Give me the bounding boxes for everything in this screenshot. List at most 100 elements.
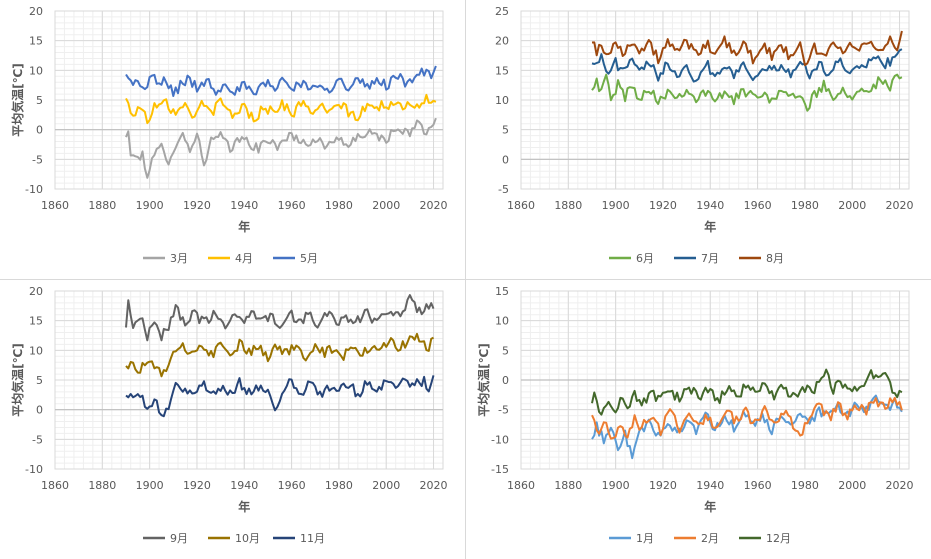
chart-panel-jun-aug: -5 0 5 10 15 20 25 1860 1880 1900 1920 1940 1960 1980… <box>466 0 931 279</box>
series-line-2月 <box>591 396 903 440</box>
x-tick-label: 1860 <box>507 479 535 492</box>
y-tick-label: -5 <box>32 433 43 446</box>
legend-label: 8月 <box>766 252 784 265</box>
x-axis-label: 年 <box>704 219 716 234</box>
x-tick-label: 1860 <box>41 479 69 492</box>
plot-border <box>520 10 910 190</box>
x-tick-label: 2020 <box>886 199 914 212</box>
y-tick-label: -5 <box>498 183 509 196</box>
x-tick-label: 1940 <box>230 199 258 212</box>
y-axis-label: 平均気温[℃] <box>476 343 491 417</box>
x-axis-label: 年 <box>238 499 250 514</box>
y-tick-label: -15 <box>491 463 509 476</box>
x-tick-label: 1900 <box>136 199 164 212</box>
y-tick-label: 5 <box>502 344 509 357</box>
x-tick-label: 1980 <box>791 199 819 212</box>
series-line-11月 <box>125 375 435 418</box>
x-tick-label: 1920 <box>649 479 677 492</box>
y-tick-label: 15 <box>495 64 509 77</box>
y-tick-label: 25 <box>495 5 509 18</box>
x-tick-label: 2000 <box>372 199 400 212</box>
x-tick-label: 1980 <box>791 479 819 492</box>
legend-label: 11月 <box>300 532 325 545</box>
chart-svg: -10 -5 0 5 10 15 20 1860 1880 1900 1920 1940 1960 198… <box>10 285 448 545</box>
series-line-1月 <box>591 394 903 460</box>
y-tick-label: 0 <box>502 374 509 387</box>
legend-label: 10月 <box>235 532 260 545</box>
x-tick-label: 1900 <box>602 199 630 212</box>
y-axis-label: 平均気温[℃] <box>10 343 25 417</box>
y-tick-label: 20 <box>29 285 43 298</box>
legend: 9月 10月 11月 <box>143 532 325 545</box>
x-tick-label: 1860 <box>507 199 535 212</box>
y-tick-label: 15 <box>29 315 43 328</box>
y-tick-label: 5 <box>36 374 43 387</box>
x-tick-label: 1880 <box>88 199 116 212</box>
plot-border <box>54 290 444 470</box>
y-tick-label: 10 <box>495 315 509 328</box>
legend-label: 6月 <box>636 252 654 265</box>
x-tick-label: 1980 <box>325 199 353 212</box>
y-tick-label: 15 <box>29 35 43 48</box>
legend-label: 5月 <box>300 252 318 265</box>
legend-label: 1月 <box>636 532 654 545</box>
series-line-8月 <box>591 30 903 67</box>
legend: 3月 4月 5月 <box>143 252 318 265</box>
y-tick-label: 10 <box>495 94 509 107</box>
legend-label: 2月 <box>701 532 719 545</box>
y-tick-label: -5 <box>498 404 509 417</box>
major-grid <box>54 10 443 190</box>
x-tick-label: 1940 <box>696 199 724 212</box>
series-line-7月 <box>591 48 903 83</box>
y-tick-label: 5 <box>502 124 509 137</box>
plot-border <box>54 10 444 190</box>
series-line-10月 <box>125 332 434 378</box>
y-tick-label: -5 <box>32 153 43 166</box>
x-tick-label: 2020 <box>886 479 914 492</box>
legend-label: 9月 <box>170 532 188 545</box>
legend-label: 12月 <box>766 532 791 545</box>
x-tick-label: 1900 <box>602 479 630 492</box>
series-line-5月 <box>125 65 437 97</box>
x-tick-label: 1880 <box>554 479 582 492</box>
legend: 1月 2月 12月 <box>609 532 791 545</box>
x-tick-label: 1980 <box>325 479 353 492</box>
x-tick-label: 2020 <box>420 199 448 212</box>
chart-panel-mar-may: -10 -5 0 5 10 15 20 1860 1880 1900 1920 1940 1960 198… <box>0 0 465 279</box>
x-tick-label: 1940 <box>230 479 258 492</box>
x-tick-label: 1920 <box>183 479 211 492</box>
y-axis-label: 平均気温[℃] <box>10 63 25 137</box>
y-tick-label: -10 <box>25 183 43 196</box>
x-tick-label: 1880 <box>88 479 116 492</box>
series-line-3月 <box>125 117 437 179</box>
x-tick-label: 1900 <box>136 479 164 492</box>
x-tick-label: 2000 <box>838 199 866 212</box>
x-tick-label: 2000 <box>372 479 400 492</box>
x-tick-label: 1920 <box>183 199 211 212</box>
series-line-6月 <box>591 73 903 112</box>
x-tick-label: 2000 <box>838 479 866 492</box>
y-tick-label: 20 <box>495 35 509 48</box>
x-tick-label: 2020 <box>420 479 448 492</box>
y-tick-label: -10 <box>25 463 43 476</box>
y-tick-label: 0 <box>36 404 43 417</box>
legend-label: 7月 <box>701 252 719 265</box>
y-tick-label: 5 <box>36 94 43 107</box>
x-axis-label: 年 <box>704 499 716 514</box>
series-line-12月 <box>591 368 903 416</box>
legend: 6月 7月 8月 <box>609 252 784 265</box>
y-tick-label: -10 <box>491 433 509 446</box>
x-tick-label: 1960 <box>278 479 306 492</box>
chart-svg: -15 -10 -5 0 5 10 15 1860 1880 1900 1920 1940 1960 19… <box>476 285 914 545</box>
chart-panel-dec-feb: -15 -10 -5 0 5 10 15 1860 1880 1900 1920 1940 1960 19… <box>466 280 931 559</box>
legend-label: 3月 <box>170 252 188 265</box>
x-axis-label: 年 <box>238 219 250 234</box>
y-tick-label: 10 <box>29 64 43 77</box>
x-tick-label: 1860 <box>41 199 69 212</box>
x-tick-label: 1880 <box>554 199 582 212</box>
x-tick-label: 1960 <box>744 479 772 492</box>
y-tick-label: 0 <box>502 153 509 166</box>
legend-label: 4月 <box>235 252 253 265</box>
y-tick-label: 20 <box>29 5 43 18</box>
chart-svg: -10 -5 0 5 10 15 20 1860 1880 1900 1920 1940 1960 198… <box>10 5 448 265</box>
